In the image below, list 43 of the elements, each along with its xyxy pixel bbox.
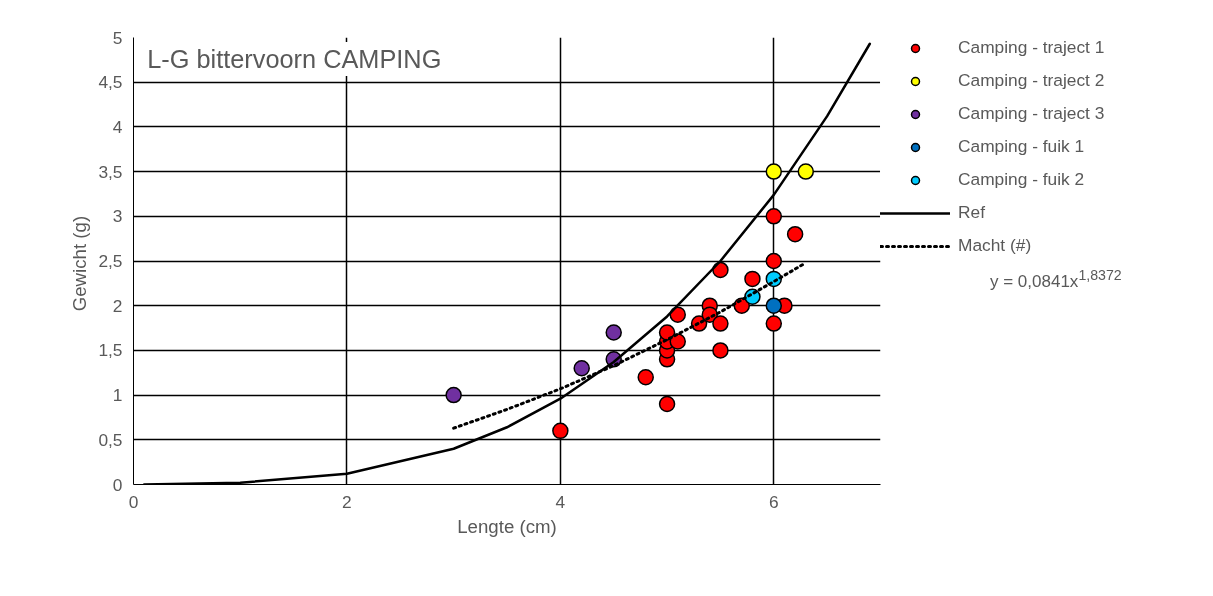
- x-tick-label: 4: [555, 491, 566, 512]
- y-tick-label: 5: [112, 27, 123, 48]
- x-tick-label: 0: [128, 491, 139, 512]
- point: [786, 225, 804, 243]
- point: [744, 270, 761, 288]
- x-axis-title: Lengte (cm): [457, 515, 557, 537]
- y-tick-label: 1: [112, 385, 123, 406]
- point: [445, 386, 462, 404]
- y-tick-label: 4: [112, 116, 123, 137]
- point: [669, 333, 686, 350]
- x-tick-label: 6: [768, 491, 779, 512]
- point: [765, 252, 783, 270]
- legend-label: Macht (#): [958, 235, 1033, 256]
- legend-label: Camping - traject 2: [958, 70, 1106, 91]
- point: [765, 315, 783, 332]
- x-tick-label: 2: [342, 491, 352, 512]
- y-tick-label: 0,5: [98, 429, 123, 450]
- point: [797, 163, 815, 180]
- point: [573, 360, 590, 377]
- point: [605, 324, 622, 341]
- y-axis-title: Gewicht (g): [69, 215, 91, 312]
- y-tick-label: 0: [112, 474, 123, 495]
- point: [658, 395, 676, 413]
- text: y = 0,0841x$^{1,8372}$: [990, 266, 1122, 293]
- point: [765, 208, 783, 225]
- y-tick-label: 2: [112, 295, 123, 316]
- legend-label: Camping - traject 1: [958, 37, 1106, 58]
- legend-label: Camping - fuik 2: [958, 169, 1086, 190]
- legend-label: Camping - traject 3: [958, 103, 1106, 124]
- point: [552, 422, 569, 440]
- y-tick-label: 4,5: [98, 72, 123, 93]
- legend-label: Ref: [958, 202, 986, 223]
- y-tick-label: 2,5: [98, 251, 123, 271]
- y-tick-label: 3: [112, 206, 123, 227]
- point: [637, 368, 654, 386]
- chart-title: L-G bittervoorn CAMPING: [147, 44, 442, 73]
- point: [712, 315, 729, 332]
- point: [765, 297, 783, 314]
- y-tick-label: 3,5: [98, 161, 123, 182]
- legend-label: Camping - fuik 1: [958, 136, 1086, 157]
- point: [712, 342, 729, 359]
- point: [765, 163, 783, 180]
- y-tick-label: 1,5: [98, 340, 123, 361]
